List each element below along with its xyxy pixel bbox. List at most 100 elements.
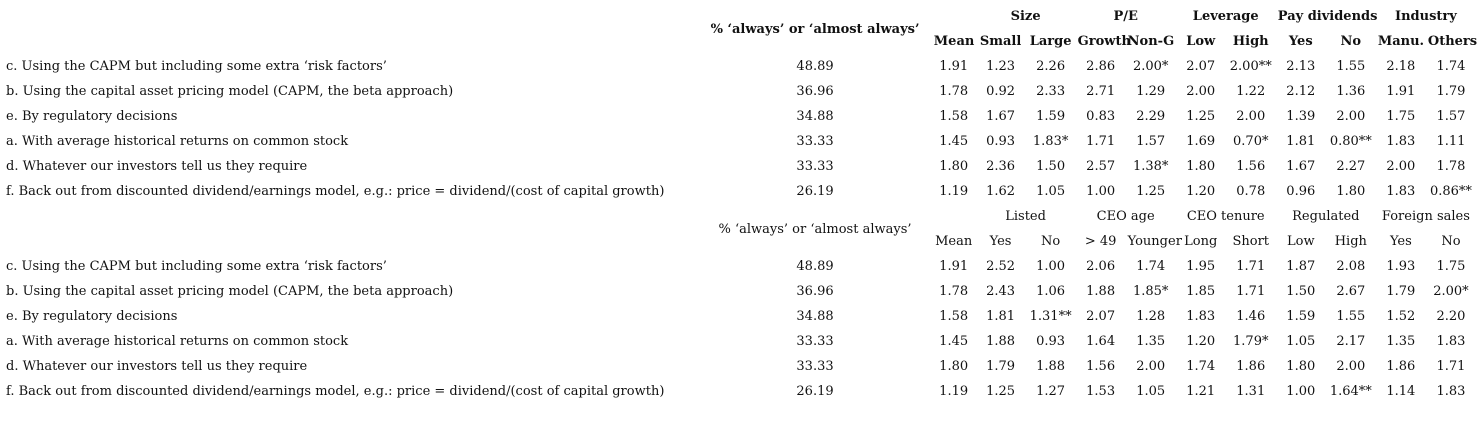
table-row: b. Using the capital asset pricing model… [4,79,1476,104]
row-label: d. Whatever our investors tell us they r… [6,359,308,374]
column-header: Mean [933,34,975,49]
value-cell: 1.95 [1186,259,1216,274]
value-cell: 1.93 [1386,259,1416,274]
value-cell: 2.17 [1336,334,1366,349]
value-cell: 1.83 [1436,384,1466,399]
value-cell: 1.27 [1036,384,1066,399]
group-header: Pay dividends [1277,9,1378,24]
value-cell: 2.36 [986,159,1016,174]
value-cell: 2.00 [1236,109,1266,124]
value-cell: 1.36 [1336,84,1366,99]
pct-cell: 36.96 [796,284,834,299]
value-cell: 1.00 [1286,384,1316,399]
pct-cell: 33.33 [796,134,834,149]
value-cell: 1.11 [1436,134,1466,149]
value-cell: 1.57 [1436,109,1466,124]
value-cell: 1.25 [1186,109,1216,124]
value-cell: 1.05 [1136,384,1166,399]
value-cell: 1.91 [939,259,969,274]
row-label: a. With average historical returns on co… [6,334,349,349]
value-cell: 0.70* [1233,134,1269,149]
value-cell: 1.85* [1132,284,1169,299]
value-cell: 2.00 [1386,159,1416,174]
value-cell: 1.87 [1286,259,1316,274]
column-header: Long [1184,234,1218,249]
value-cell: 2.06 [1086,259,1116,274]
column-header: Yes [1288,34,1313,49]
column-header: No [1441,234,1461,249]
value-cell: 1.52 [1386,309,1416,324]
value-cell: 1.20 [1186,184,1216,199]
subheader-row: Mean Small Large Growth Non-G Low High Y… [4,29,1477,54]
value-cell: 0.80** [1329,134,1372,149]
value-cell: 1.79 [986,359,1016,374]
column-header: Low [1286,234,1315,249]
label-subheader [4,29,698,54]
label-header [4,4,698,29]
value-cell: 1.88 [1086,284,1116,299]
value-cell: 1.80 [939,159,969,174]
pct-cell: 34.88 [796,109,834,124]
value-cell: 1.71 [1436,359,1466,374]
row-label: b. Using the capital asset pricing model… [6,284,454,299]
value-cell: 1.05 [1286,334,1316,349]
mean-group-header [932,4,976,29]
value-cell: 2.18 [1386,59,1416,74]
value-cell: 1.59 [1036,109,1066,124]
value-cell: 2.86 [1086,59,1116,74]
value-cell: 1.28 [1136,309,1166,324]
value-cell: 1.74 [1436,59,1466,74]
row-label: d. Whatever our investors tell us they r… [6,159,308,174]
value-cell: 0.93 [1036,334,1066,349]
value-cell: 1.83* [1032,134,1069,149]
value-cell: 2.67 [1336,284,1366,299]
table-row: e. By regulatory decisions 34.88 1.58 1.81 1… [4,304,1476,329]
value-cell: 1.38* [1132,159,1169,174]
value-cell: 1.05 [1036,184,1066,199]
value-cell: 1.78 [939,284,969,299]
value-cell: 1.23 [986,59,1016,74]
value-cell: 0.83 [1086,109,1116,124]
value-cell: 2.08 [1336,259,1366,274]
value-cell: 1.31** [1029,309,1072,324]
pct-cell: 26.19 [796,384,834,399]
value-cell: 2.20 [1436,309,1466,324]
value-cell: 1.80 [1186,159,1216,174]
column-header: Yes [1389,234,1412,249]
value-cell: 0.78 [1236,184,1266,199]
value-cell: 1.83 [1386,134,1416,149]
column-header: Mean [935,234,973,249]
value-cell: 1.45 [939,334,969,349]
table-row: b. Using the capital asset pricing model… [4,279,1476,304]
pct-cell: 48.89 [796,259,834,274]
value-cell: 2.07 [1186,59,1216,74]
value-cell: 1.57 [1136,134,1166,149]
value-cell: 1.55 [1336,309,1366,324]
value-cell: 2.29 [1136,109,1166,124]
value-cell: 2.07 [1086,309,1116,324]
value-cell: 1.79 [1436,84,1466,99]
value-cell: 1.35 [1136,334,1166,349]
pct-cell: 34.88 [796,309,834,324]
group-header-row: % ‘always’ or ‘almost always’ Size P/E L… [4,4,1476,37]
column-header: Growth [1077,34,1131,49]
value-cell: 1.75 [1386,109,1416,124]
value-cell: 1.19 [939,184,969,199]
value-cell: 1.22 [1236,84,1266,99]
subheader-row: Mean Yes No > 49 Younger Long Short Low … [4,229,1476,254]
value-cell: 1.39 [1286,109,1316,124]
value-cell: 2.00 [1136,359,1166,374]
value-cell: 0.92 [986,84,1016,99]
column-header: Short [1232,234,1270,249]
pct-header: % ‘always’ or ‘almost always’ [710,21,920,37]
table-row: d. Whatever our investors tell us they r… [4,154,1476,179]
value-cell: 1.78 [1436,159,1466,174]
value-cell: 1.31 [1236,384,1266,399]
value-cell: 1.83 [1186,309,1216,324]
value-cell: 1.88 [1036,359,1066,374]
value-cell: 1.58 [939,309,969,324]
value-cell: 1.74 [1136,259,1166,274]
pct-cell: 36.96 [796,84,834,99]
value-cell: 0.86** [1429,184,1472,199]
top-table-body: c. Using the CAPM but including some ext… [4,54,1476,204]
